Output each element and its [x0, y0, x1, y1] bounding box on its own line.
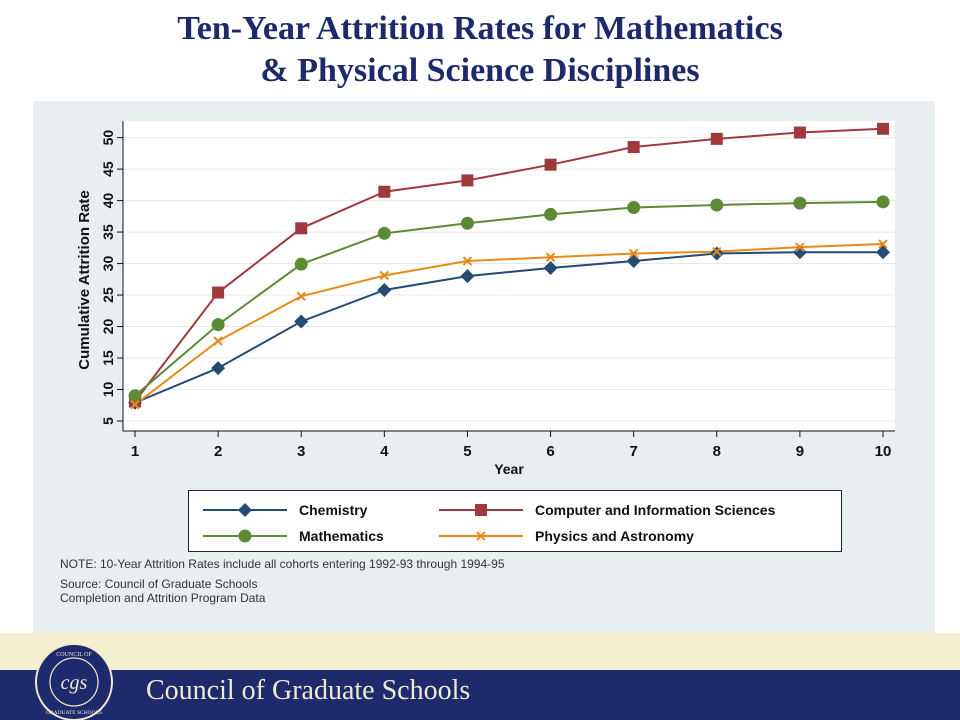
y-tick-label: 5 [100, 417, 116, 425]
cgs-seal-logo: cgs COUNCIL OF GRADUATE SCHOOLS [35, 643, 113, 720]
svg-text:GRADUATE SCHOOLS: GRADUATE SCHOOLS [46, 710, 102, 716]
data-point-physics-and-astronomy [379, 270, 390, 281]
y-tick-label: 25 [100, 287, 116, 303]
x-tick-label: 8 [713, 443, 721, 460]
data-point-chemistry [543, 260, 558, 275]
data-point-physics-and-astronomy [462, 256, 473, 266]
chart-legend: Chemistry Computer and Information Scien… [188, 490, 842, 552]
data-point-computer-and-information-sciences [212, 286, 225, 299]
legend-swatch-computer-sciences [439, 504, 523, 516]
data-point-mathematics [876, 195, 890, 209]
y-tick-label: 50 [100, 130, 116, 146]
data-point-chemistry [460, 269, 475, 284]
x-tick-label: 10 [875, 443, 892, 460]
data-point-mathematics [128, 389, 142, 403]
data-point-computer-and-information-sciences [877, 122, 889, 135]
data-point-chemistry [294, 314, 309, 329]
data-point-physics-and-astronomy [296, 291, 306, 302]
legend-swatch-mathematics [203, 529, 287, 543]
series-line-computer-and-information-sciences [134, 127, 884, 403]
source-line-2: Completion and Attrition Program Data [60, 591, 266, 605]
slide-title: Ten-Year Attrition Rates for Mathematics… [0, 8, 960, 92]
data-point-chemistry [377, 283, 392, 298]
data-point-mathematics [211, 318, 225, 332]
x-tick-label: 5 [463, 443, 471, 460]
chart-notes: NOTE: 10-Year Attrition Rates include al… [60, 557, 505, 605]
x-tick-label: 7 [629, 443, 637, 460]
source-block: Source: Council of Graduate Schools Comp… [60, 577, 505, 605]
x-tick-label: 6 [546, 443, 554, 460]
title-line-2: & Physical Science Disciplines [260, 52, 700, 89]
y-tick-label: 30 [100, 256, 116, 272]
series-lines [134, 127, 884, 406]
legend-swatch-chemistry [203, 503, 287, 517]
data-point-physics-and-astronomy [130, 399, 140, 410]
data-point-computer-and-information-sciences [378, 185, 391, 198]
legend-label-physics: Physics and Astronomy [535, 528, 694, 544]
x-axis-label: Year [494, 461, 524, 477]
data-point-computer-and-information-sciences [793, 126, 806, 139]
x-tick-label: 3 [297, 443, 305, 460]
legend-swatch-physics [439, 531, 523, 541]
svg-text:COUNCIL OF: COUNCIL OF [56, 652, 92, 658]
source-line-1: Source: Council of Graduate Schools [60, 577, 258, 591]
data-point-chemistry [876, 245, 890, 260]
x-tick-label: 9 [796, 443, 804, 460]
data-point-physics-and-astronomy [795, 242, 805, 252]
data-point-chemistry [709, 246, 724, 261]
chart-panel: 5 10 15 20 25 30 35 40 45 50 1 2 3 4 5 6 7 8 9 10 Year Cumu… [33, 101, 935, 633]
organization-name: Council of Graduate Schools [146, 675, 471, 706]
data-point-physics-and-astronomy [878, 239, 888, 249]
y-tick-label: 15 [100, 350, 116, 366]
data-point-chemistry [792, 245, 807, 260]
data-point-physics-and-astronomy [213, 336, 223, 346]
data-point-physics-and-astronomy [545, 252, 556, 262]
data-point-mathematics [460, 216, 474, 230]
data-point-computer-and-information-sciences [461, 174, 474, 187]
data-point-mathematics [377, 226, 391, 240]
svg-text:cgs: cgs [61, 672, 88, 694]
y-tick-label: 45 [100, 161, 116, 177]
data-point-chemistry [211, 361, 226, 376]
legend-label-chemistry: Chemistry [299, 502, 368, 518]
series-line-mathematics [134, 200, 884, 397]
series-markers [128, 122, 890, 410]
y-tick-label: 20 [100, 319, 116, 335]
y-tick-label: 40 [100, 193, 116, 209]
legend-label-mathematics: Mathematics [299, 528, 384, 544]
y-tick-label: 35 [100, 224, 116, 240]
data-point-mathematics [710, 198, 724, 212]
y-tick-label: 10 [100, 382, 116, 398]
data-point-physics-and-astronomy [712, 246, 722, 257]
data-point-physics-and-astronomy [628, 248, 639, 259]
note-text: NOTE: 10-Year Attrition Rates include al… [60, 557, 505, 571]
data-point-computer-and-information-sciences [544, 158, 557, 171]
data-point-mathematics [793, 196, 807, 210]
grid-lines [123, 137, 895, 422]
legend-label-computer-sciences: Computer and Information Sciences [535, 502, 776, 518]
data-point-computer-and-information-sciences [295, 222, 308, 235]
footer-bar [0, 670, 960, 720]
x-tick-label: 4 [380, 443, 389, 460]
data-point-computer-and-information-sciences [710, 132, 723, 145]
footer-strip [0, 633, 960, 670]
series-line-physics-and-astronomy [134, 243, 884, 406]
x-tick-label: 2 [214, 443, 222, 460]
data-point-mathematics [627, 201, 641, 215]
title-line-1: Ten-Year Attrition Rates for Mathematics [177, 10, 783, 47]
series-line-chemistry [134, 251, 883, 404]
x-tick-label: 1 [131, 443, 139, 460]
data-point-mathematics [294, 257, 308, 271]
data-point-computer-and-information-sciences [627, 141, 640, 154]
y-axis-label: Cumulative Attrition Rate [76, 190, 93, 369]
data-point-mathematics [544, 207, 558, 221]
